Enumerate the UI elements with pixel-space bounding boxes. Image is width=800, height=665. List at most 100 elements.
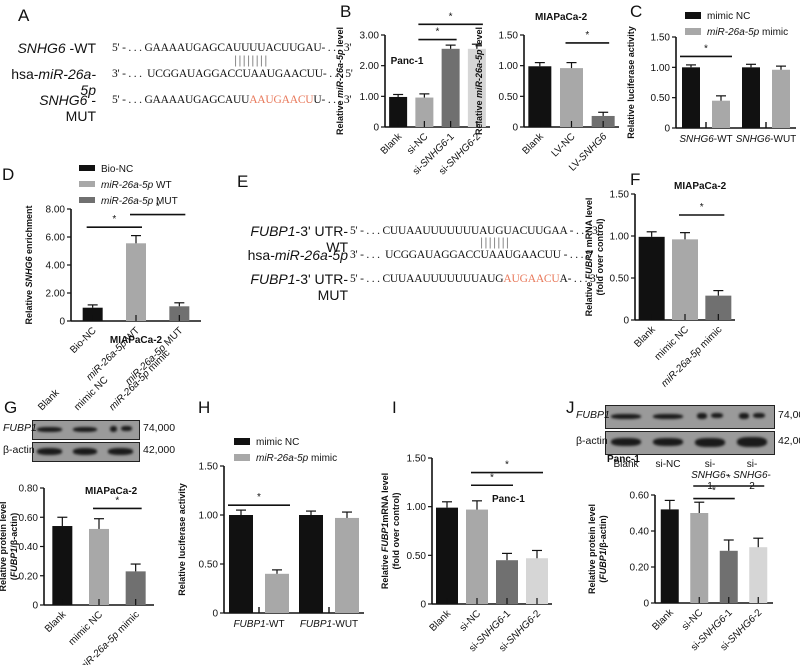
chart-c-luciferase: 0 0.50 1.00 1.50 Relative luciferase activit… <box>626 11 800 152</box>
svg-text:(fold over control): (fold over control) <box>595 219 605 296</box>
svg-text:FUBP1-WT: FUBP1-WT <box>233 619 284 630</box>
svg-text:Relative SNHG6 enrichment: Relative SNHG6 enrichment <box>24 205 34 324</box>
svg-text:MIAPaCa-2: MIAPaCa-2 <box>535 12 588 23</box>
svg-text:Panc-1: Panc-1 <box>492 494 525 505</box>
blot-label: β-actin <box>576 435 608 447</box>
svg-text:Relative luciferase activity: Relative luciferase activity <box>626 26 636 139</box>
svg-text:0.20: 0.20 <box>19 571 39 582</box>
svg-text:3.00: 3.00 <box>360 31 380 42</box>
sequence-text: 5' - . . . GAAAAUGAGCAUUUUACUUGAU- . . .… <box>112 42 352 54</box>
sequence-text: 3' - . . . UCGGAUAGGACCUAAUGAACUU- . . .… <box>112 68 353 80</box>
svg-text:1.50: 1.50 <box>407 454 427 465</box>
blot-label: FUBP1 <box>576 409 610 421</box>
svg-text:Panc-1: Panc-1 <box>391 56 424 67</box>
svg-text:*: * <box>704 43 708 54</box>
svg-text:0: 0 <box>643 599 649 610</box>
svg-text:0.60: 0.60 <box>630 491 650 502</box>
lane-label: si-NC <box>655 459 681 470</box>
svg-text:8.00: 8.00 <box>46 205 66 216</box>
svg-text:Relative FUBP1 mRNA level: Relative FUBP1 mRNA level <box>584 198 594 317</box>
svg-text:Relative FUBP1mRNA level: Relative FUBP1mRNA level <box>380 473 390 589</box>
svg-text:0.20: 0.20 <box>630 563 650 574</box>
svg-text:0: 0 <box>32 601 38 612</box>
svg-text:0: 0 <box>212 609 218 620</box>
molecular-weight: 42,000 <box>778 435 800 447</box>
svg-text:1.00: 1.00 <box>360 92 380 103</box>
svg-text:*: * <box>712 486 716 497</box>
panel-letter-a: A <box>18 6 30 25</box>
sequence-text: 3' - . . . UCGGAUAGGACCUAAUGAACUU - . . … <box>350 249 594 261</box>
svg-text:Blank: Blank <box>379 131 405 157</box>
svg-text:1.00: 1.00 <box>407 502 427 513</box>
chart-j-protein: 0 0.20 0.40 0.60 Relative protein level (FUBP… <box>587 454 800 665</box>
panel-letter-c: C <box>630 2 643 21</box>
sequence-label: SNHG6 -WT <box>17 40 96 56</box>
svg-text:Relative luciferase activity: Relative luciferase activity <box>177 483 187 596</box>
lane-label: si-SNHG6-2 <box>733 459 771 492</box>
svg-text:*: * <box>257 492 261 503</box>
base-pair-lines: ||||||| <box>480 235 511 249</box>
svg-text:MIAPaCa-2: MIAPaCa-2 <box>110 335 163 346</box>
svg-text:LV-NC: LV-NC <box>550 131 578 159</box>
blot-label: FUBP1 <box>3 422 37 434</box>
svg-text:0.50: 0.50 <box>199 560 219 571</box>
svg-text:0.50: 0.50 <box>407 551 427 562</box>
svg-text:Bio-NC: Bio-NC <box>101 164 133 175</box>
chart-i-fubp1-mrna: 0 0.50 1.00 1.50 Relative FUBP1mRNA level (fo… <box>380 440 570 665</box>
svg-text:Relative protein level: Relative protein level <box>0 501 8 591</box>
svg-text:miR-26a-5p WT: miR-26a-5p WT <box>101 180 172 191</box>
molecular-weight: 74,000 <box>778 409 800 421</box>
svg-text:Blank: Blank <box>520 131 546 157</box>
svg-text:2.00: 2.00 <box>46 289 66 300</box>
svg-text:0.80: 0.80 <box>19 484 39 495</box>
svg-text:1.50: 1.50 <box>199 462 219 473</box>
sequence-label: FUBP1-3' UTR-WT <box>250 223 348 255</box>
svg-text:si-NC: si-NC <box>680 607 705 632</box>
svg-text:1.00: 1.00 <box>610 232 630 243</box>
svg-text:(fold over control): (fold over control) <box>391 493 401 570</box>
svg-text:0.50: 0.50 <box>499 92 519 103</box>
svg-text:miR-26a-5p mimic: miR-26a-5p mimic <box>77 609 142 665</box>
panel-letter-e: E <box>237 172 249 191</box>
svg-text:Bio-NC: Bio-NC <box>68 325 99 356</box>
svg-text:mimic NC: mimic NC <box>256 437 299 448</box>
chart-b-panc1: 0 1.00 2.00 3.00 Relative miR-26a-5p level Bl… <box>335 10 495 177</box>
panel-letter-f: F <box>630 170 641 189</box>
svg-text:Relative miR-26a-5p level: Relative miR-26a-5p level <box>335 27 345 135</box>
svg-text:Blank: Blank <box>650 607 676 633</box>
sequence-label: hsa-miR-26a-5p <box>11 66 96 98</box>
svg-text:*: * <box>505 460 509 471</box>
svg-text:0: 0 <box>59 317 65 328</box>
svg-text:0: 0 <box>512 123 518 134</box>
svg-text:Blank: Blank <box>43 609 69 635</box>
lane-label: si-SNHG6-1 <box>691 459 729 492</box>
blot-label: β-actin <box>3 444 35 456</box>
svg-text:(FUBP1/β-actin): (FUBP1/β-actin) <box>598 515 608 583</box>
sequence-text: 5' - . . . CUUAAUUUUUUUAUGUACUUGAA - . .… <box>350 225 600 237</box>
sequence-text: 5' - . . . CUUAAUUUUUUUAUGAUGAACUA- . . … <box>350 273 598 285</box>
panel-letter-h: H <box>198 398 211 417</box>
svg-text:0: 0 <box>373 123 379 134</box>
svg-text:SNHG6-WT: SNHG6-WT <box>679 134 732 145</box>
svg-text:0.50: 0.50 <box>651 93 671 104</box>
chart-g-protein: 0 0.20 0.40 0.60 0.80 Relative protein level(… <box>0 480 200 665</box>
panel-letter-b: B <box>340 2 352 21</box>
svg-text:*: * <box>112 214 116 225</box>
svg-text:MIAPaCa-2: MIAPaCa-2 <box>85 486 138 497</box>
chart-b-miapaca2: 0 0.50 1.00 1.50 Relative miR-26a-5p level Bl… <box>474 10 630 174</box>
chart-d-enrichment: 0 2.00 4.00 6.00 8.00 Relative SNHG6 enrichme… <box>24 152 215 387</box>
svg-text:1.50: 1.50 <box>499 31 519 42</box>
svg-text:0.60: 0.60 <box>19 513 39 524</box>
svg-text:*: * <box>115 495 119 506</box>
sequence-label: hsa-miR-26a-5p <box>247 247 348 263</box>
svg-text:Relative protein level: Relative protein level <box>587 504 597 594</box>
svg-text:(FUBP1/β-actin): (FUBP1/β-actin) <box>9 513 19 581</box>
panel-letter-g: G <box>4 398 18 417</box>
sequence-label: SNHG6 -MUT <box>39 92 96 124</box>
svg-text:*: * <box>727 473 731 484</box>
sequence-label: FUBP1-3' UTR-MUT <box>250 271 348 303</box>
svg-text:*: * <box>449 11 453 22</box>
svg-text:*: * <box>585 30 589 41</box>
svg-text:*: * <box>436 27 440 38</box>
svg-text:Blank: Blank <box>632 324 658 350</box>
